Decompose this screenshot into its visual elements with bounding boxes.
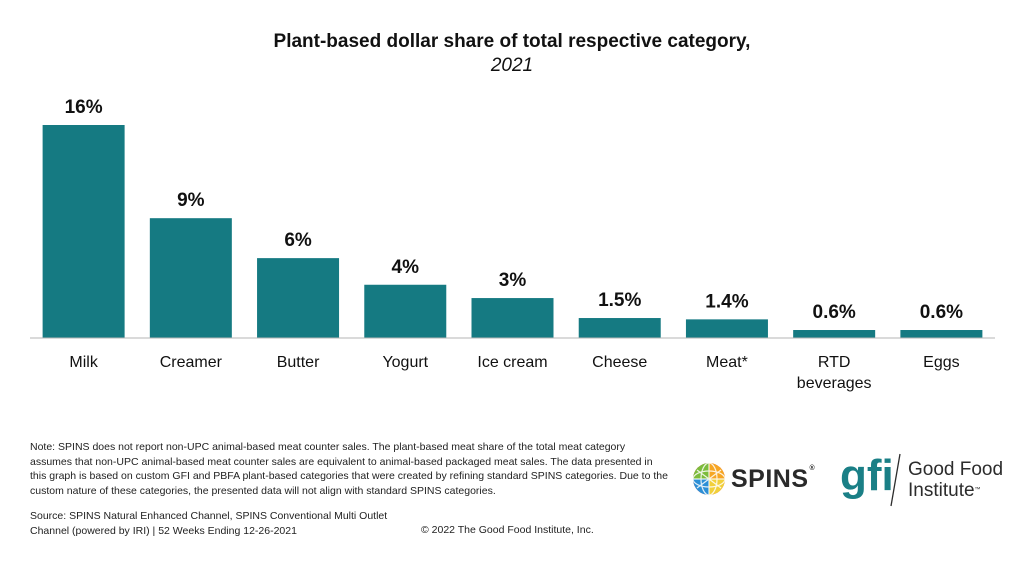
value-label-3: 4% (392, 257, 420, 278)
value-label-7: 0.6% (813, 302, 856, 323)
gfi-name: Good Food Institute™ (908, 459, 1004, 501)
spins-globe-icon (692, 462, 726, 496)
bar-1 (149, 218, 232, 338)
category-label-1: Creamer (160, 354, 223, 371)
category-label-2: Butter (277, 354, 320, 371)
source-text: Source: SPINS Natural Enhanced Channel, … (30, 510, 388, 537)
value-labels-group: 16% 9% 6% 4% 3% 1.5% 1.4% 0.6% 0.6% (65, 97, 964, 323)
value-label-8: 0.6% (920, 302, 963, 323)
value-label-4: 3% (499, 270, 527, 291)
category-label-5: Cheese (592, 354, 647, 371)
category-label-8: Eggs (923, 354, 959, 371)
value-label-5: 1.5% (598, 290, 641, 311)
gfi-letters: gfi (840, 452, 894, 500)
chart-title-text: Plant-based dollar share of total respec… (273, 31, 751, 52)
value-label-0: 16% (65, 97, 103, 118)
bar-7 (793, 330, 876, 338)
category-label-0: Milk (69, 354, 98, 371)
gfi-logo-mark: gfi (840, 452, 901, 507)
category-label-3: Yogurt (382, 354, 428, 371)
bar-2 (257, 258, 340, 338)
bar-6 (685, 319, 768, 338)
category-label-4: Ice cream (477, 354, 547, 371)
bar-5 (578, 318, 661, 338)
category-labels-group: Milk Creamer Butter Yogurt Ice cream Cheese Me… (69, 354, 959, 392)
bars-group (42, 125, 983, 338)
category-label-7: RTD beverages (797, 354, 872, 392)
bar-4 (471, 298, 554, 338)
bar-8 (900, 330, 983, 338)
footnote: Note: SPINS does not report non-UPC anim… (30, 441, 668, 497)
bar-chart: 16% 9% 6% 4% 3% 1.5% 1.4% 0.6% 0.6% Milk Creamer B… (30, 97, 995, 392)
spins-logo: SPINS® (692, 462, 815, 496)
bar-0 (42, 125, 125, 338)
value-label-2: 6% (284, 230, 312, 251)
category-label-6: Meat* (706, 354, 748, 371)
gfi-logo: gfi Good Food Institute™ (840, 452, 1003, 508)
spins-wordmark: SPINS® (731, 464, 816, 493)
value-label-6: 1.4% (705, 291, 748, 312)
chart-title: Plant-based dollar share of total respec… (0, 30, 1024, 78)
copyright-text: © 2022 The Good Food Institute, Inc. (421, 524, 594, 536)
chart-subtitle: 2021 (490, 55, 534, 76)
value-label-1: 9% (177, 190, 205, 211)
bar-3 (364, 284, 447, 338)
